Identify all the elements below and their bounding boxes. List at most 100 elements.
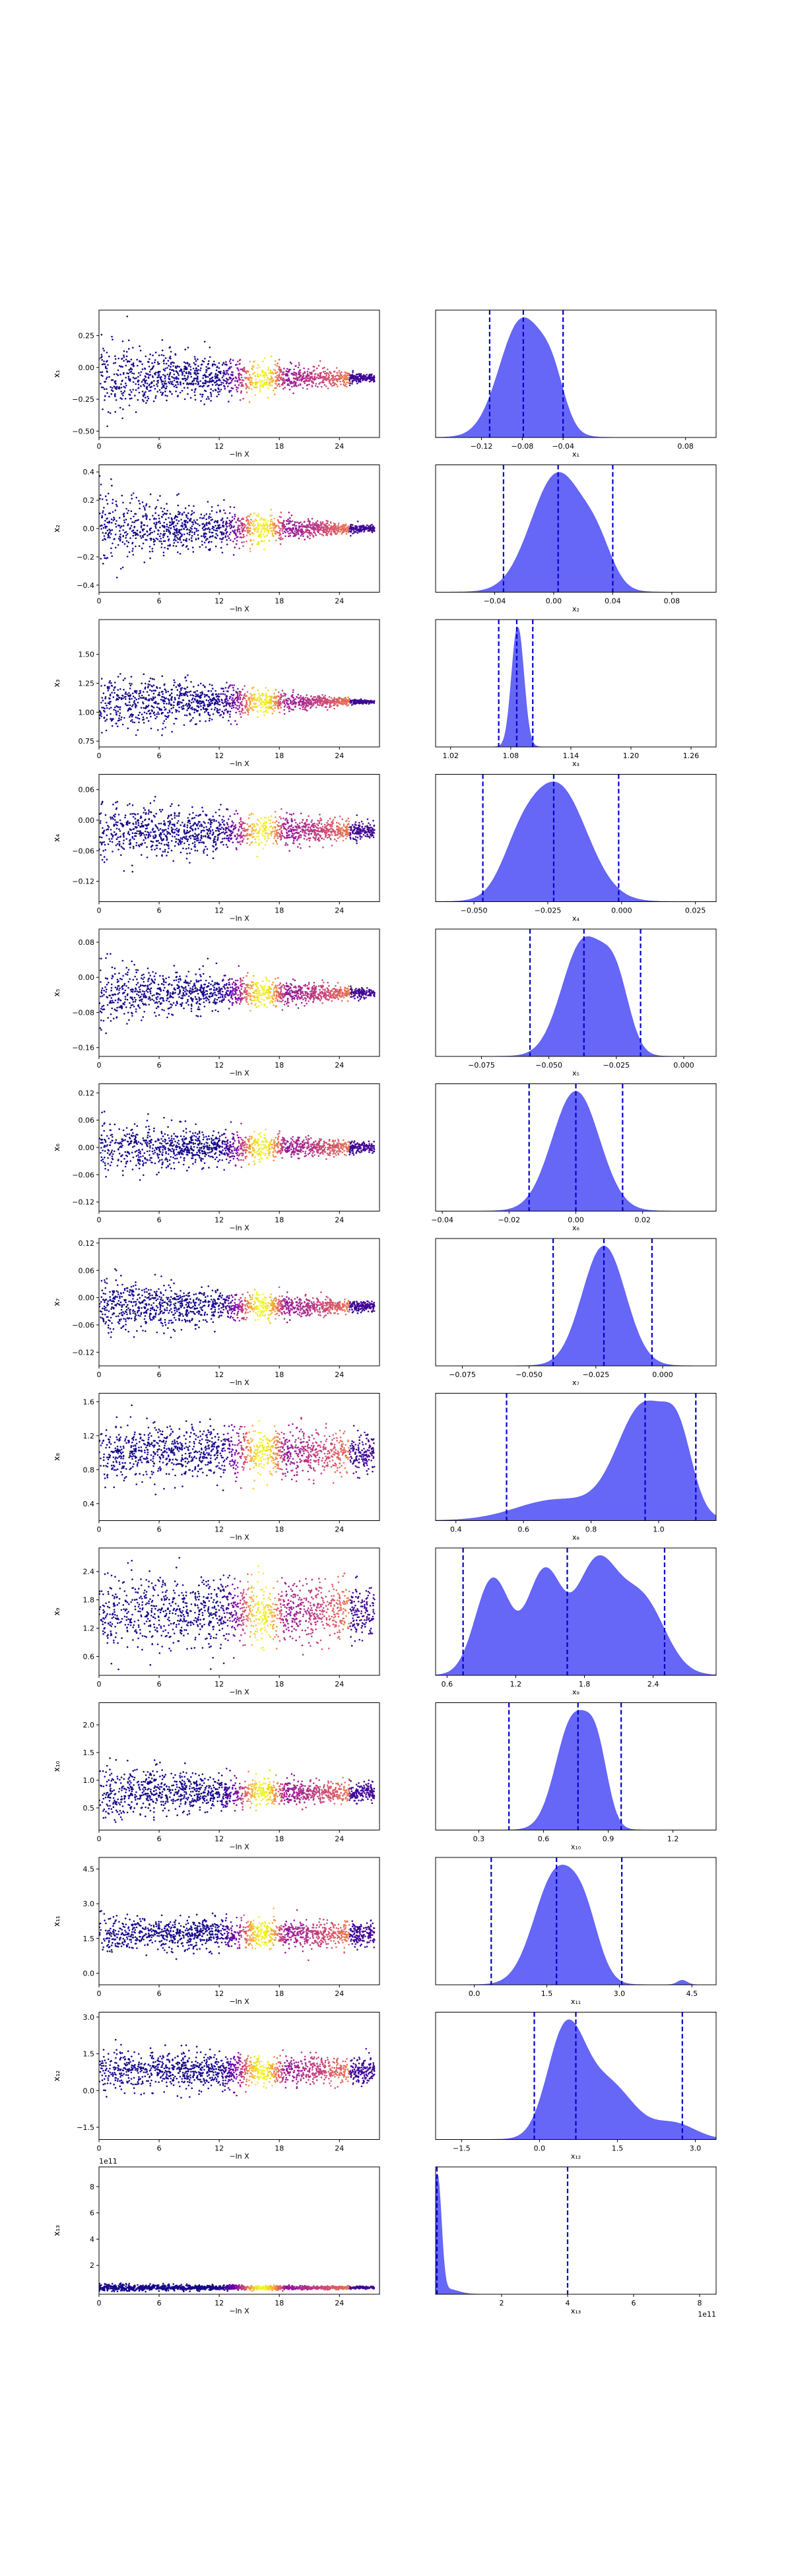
scatter-point <box>121 398 123 400</box>
scatter-point <box>253 540 255 542</box>
scatter-point <box>105 532 107 534</box>
scatter-point <box>244 530 246 532</box>
scatter-point <box>340 383 342 385</box>
scatter-point <box>268 532 270 534</box>
scatter-point <box>149 690 151 692</box>
scatter-point <box>278 522 280 524</box>
scatter-point <box>262 693 264 695</box>
scatter-point <box>134 703 136 705</box>
scatter-point <box>123 360 125 362</box>
scatter-point <box>133 813 135 815</box>
scatter-point <box>293 369 295 371</box>
scatter-point <box>183 823 185 825</box>
scatter-point <box>131 364 133 366</box>
scatter-point <box>238 711 240 713</box>
scatter-point <box>317 704 319 706</box>
scatter-point <box>226 526 228 528</box>
scatter-point <box>227 379 229 381</box>
scatter-point <box>320 372 322 374</box>
scatter-point <box>160 699 162 701</box>
scatter-point <box>186 382 188 384</box>
scatter-point <box>290 521 292 523</box>
scatter-point <box>197 695 199 697</box>
scatter-point <box>251 695 253 697</box>
scatter-point <box>257 717 259 719</box>
scatter-point <box>204 529 206 531</box>
scatter-point <box>314 379 315 381</box>
scatter-point <box>298 697 300 699</box>
scatter-point <box>151 690 153 692</box>
scatter-point <box>312 535 314 537</box>
scatter-point <box>352 532 354 534</box>
scatter-point <box>337 379 339 381</box>
scatter-point <box>229 716 231 718</box>
scatter-point <box>157 362 159 364</box>
scatter-point <box>289 529 291 531</box>
scatter-point <box>281 373 283 375</box>
scatter-point <box>292 697 294 699</box>
scatter-point <box>116 828 118 830</box>
scatter-point <box>186 715 188 717</box>
scatter-point <box>352 524 354 526</box>
scatter-point <box>272 532 274 534</box>
scatter-point <box>131 864 133 866</box>
scatter-point <box>239 691 241 693</box>
scatter-point <box>210 400 212 402</box>
scatter-point <box>187 839 189 841</box>
scatter-point <box>172 522 174 524</box>
scatter-point <box>160 540 162 542</box>
scatter-point <box>116 706 118 708</box>
scatter-point <box>329 530 331 532</box>
scatter-point <box>195 360 197 362</box>
scatter-point <box>305 706 307 708</box>
scatter-point <box>207 854 209 856</box>
scatter-point <box>228 686 230 688</box>
scatter-point <box>270 698 272 700</box>
scatter-point <box>197 530 199 532</box>
scatter-point <box>187 512 189 514</box>
scatter-point <box>345 700 346 702</box>
scatter-point <box>119 688 121 690</box>
scatter-point <box>215 389 217 391</box>
scatter-point <box>310 701 312 703</box>
scatter-point <box>240 520 242 522</box>
scatter-point <box>127 728 129 730</box>
scatter-point <box>263 374 265 376</box>
scatter-point <box>131 494 133 496</box>
scatter-point <box>170 362 172 364</box>
scatter-point <box>136 497 138 499</box>
scatter-point <box>218 701 220 703</box>
scatter-point <box>147 691 148 693</box>
scatter-point <box>125 705 127 707</box>
scatter-point <box>234 703 236 705</box>
scatter-point <box>102 387 104 389</box>
scatter-point <box>158 354 160 356</box>
scatter-point <box>351 374 353 376</box>
scatter-point <box>325 699 327 701</box>
scatter-point <box>219 509 221 511</box>
scatter-point <box>284 703 286 705</box>
scatter-point <box>106 392 108 394</box>
scatter-point <box>267 379 269 381</box>
scatter-point <box>176 532 178 534</box>
scatter-point <box>143 379 145 381</box>
scatter-point <box>255 379 257 381</box>
scatter-point <box>222 717 224 719</box>
scatter-point <box>360 699 362 701</box>
scatter-point <box>366 374 368 376</box>
scatter-point <box>218 699 220 701</box>
scatter-point <box>278 525 280 527</box>
scatter-point <box>275 689 277 691</box>
scatter-point <box>121 699 123 701</box>
scatter-point <box>308 383 310 385</box>
scatter-point <box>131 521 133 523</box>
scatter-point <box>151 849 153 851</box>
scatter-point <box>284 535 286 537</box>
scatter-point <box>342 531 344 533</box>
scatter-point <box>226 364 228 366</box>
scatter-point <box>138 387 140 389</box>
scatter-point <box>195 695 197 697</box>
y-tick-label: 0.2 <box>83 496 95 505</box>
scatter-point <box>234 385 236 387</box>
scatter-point <box>189 364 191 366</box>
